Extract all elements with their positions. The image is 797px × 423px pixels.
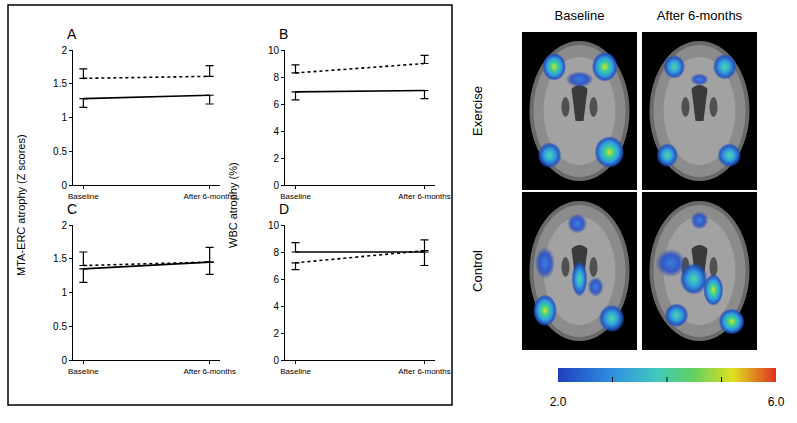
svg-text:1.5: 1.5 xyxy=(53,78,67,89)
svg-text:Baseline: Baseline xyxy=(280,192,311,201)
svg-text:0: 0 xyxy=(273,355,279,366)
svg-text:10: 10 xyxy=(268,45,280,56)
svg-text:MTA-ERC atrophy (Z scores): MTA-ERC atrophy (Z scores) xyxy=(15,134,27,276)
svg-text:D: D xyxy=(279,201,289,217)
svg-text:2: 2 xyxy=(273,153,279,164)
svg-text:0: 0 xyxy=(61,180,67,191)
svg-text:C: C xyxy=(67,201,77,217)
svg-text:Baseline: Baseline xyxy=(280,367,311,376)
svg-text:Exercise: Exercise xyxy=(470,86,485,136)
svg-text:4: 4 xyxy=(273,301,279,312)
svg-text:After 6-months: After 6-months xyxy=(183,192,235,201)
svg-text:After 6-months: After 6-months xyxy=(398,192,450,201)
svg-text:Control: Control xyxy=(470,250,485,292)
svg-text:After 6-months: After 6-months xyxy=(657,8,743,23)
svg-text:6: 6 xyxy=(273,99,279,110)
svg-text:8: 8 xyxy=(273,247,279,258)
svg-text:6: 6 xyxy=(273,274,279,285)
svg-text:Baseline: Baseline xyxy=(68,367,99,376)
svg-text:6.0: 6.0 xyxy=(768,395,785,409)
svg-text:4: 4 xyxy=(273,126,279,137)
svg-text:After 6-months: After 6-months xyxy=(398,367,450,376)
svg-text:0.5: 0.5 xyxy=(53,321,67,332)
svg-text:B: B xyxy=(279,26,288,42)
svg-text:1.5: 1.5 xyxy=(53,253,67,264)
svg-text:2: 2 xyxy=(273,328,279,339)
svg-text:1: 1 xyxy=(61,112,67,123)
svg-text:0: 0 xyxy=(273,180,279,191)
svg-text:A: A xyxy=(67,26,77,42)
svg-text:8: 8 xyxy=(273,72,279,83)
svg-text:Baseline: Baseline xyxy=(68,192,99,201)
svg-text:After 6-months: After 6-months xyxy=(183,367,235,376)
svg-text:Baseline: Baseline xyxy=(555,8,605,23)
svg-text:10: 10 xyxy=(268,220,280,231)
svg-text:0.5: 0.5 xyxy=(53,146,67,157)
svg-text:0: 0 xyxy=(61,355,67,366)
svg-text:WBC atrophy (%): WBC atrophy (%) xyxy=(227,162,239,248)
svg-text:2.0: 2.0 xyxy=(550,395,567,409)
svg-text:1: 1 xyxy=(61,287,67,298)
svg-text:2: 2 xyxy=(61,220,67,231)
svg-text:2: 2 xyxy=(61,45,67,56)
